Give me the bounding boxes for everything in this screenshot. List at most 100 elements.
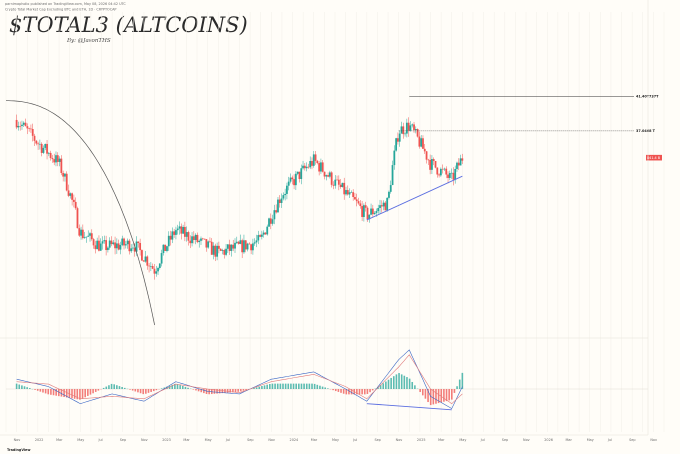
x-tick-label: Nov <box>14 438 21 442</box>
candle-body <box>273 210 276 220</box>
macd-histogram-bar <box>263 385 266 389</box>
candle-body <box>325 175 328 177</box>
candle-body <box>196 234 199 243</box>
candle-body <box>107 247 109 251</box>
candle-body <box>47 152 50 154</box>
chart-subtitle: By: @JasonTHS <box>66 37 111 44</box>
macd-histogram-bar <box>118 386 121 389</box>
candle-body <box>405 122 408 134</box>
candle-body <box>200 238 202 241</box>
candle-body <box>373 212 376 215</box>
x-tick-label: 2024 <box>290 438 299 442</box>
candle-body <box>167 235 170 247</box>
macd-histogram-bar <box>237 389 239 392</box>
current-price-tag <box>646 154 662 161</box>
macd-histogram-bar <box>456 386 458 389</box>
macd-histogram-bar <box>168 385 171 389</box>
macd-histogram-bar <box>73 389 76 399</box>
candle-body <box>398 133 401 142</box>
macd-histogram-bar <box>155 389 158 391</box>
candle-body <box>461 158 464 161</box>
candle-body <box>87 235 90 237</box>
x-tick-label: Jul <box>225 438 230 442</box>
macd-histogram-bar <box>160 388 163 389</box>
macd-histogram-bar <box>385 381 387 389</box>
candle-body <box>257 235 260 241</box>
macd-histogram-bar <box>76 389 79 400</box>
macd-histogram-bar <box>282 383 284 389</box>
candle-body <box>64 173 66 177</box>
candle-body <box>416 129 419 137</box>
macd-histogram-bar <box>229 389 232 393</box>
macd-histogram-bar <box>197 389 200 392</box>
candle-body <box>328 172 331 177</box>
candle-body <box>250 244 253 251</box>
candle-body <box>327 175 329 177</box>
candle-body <box>38 143 41 145</box>
candle-body <box>235 241 238 243</box>
macd-histogram-bar <box>23 386 26 389</box>
macd-histogram-bar <box>42 389 44 393</box>
macd-histogram-bar <box>92 389 94 394</box>
candle-body <box>112 242 115 245</box>
candle-body <box>194 234 197 241</box>
macd-histogram-bar <box>123 387 126 389</box>
macd-histogram-bar <box>47 389 50 395</box>
candle-body <box>17 125 20 128</box>
candle-body <box>35 140 38 144</box>
candle-body <box>26 126 29 129</box>
x-tick-label: Mar <box>56 438 63 442</box>
x-tick-label: Nov <box>396 438 403 442</box>
macd-histogram-bar <box>240 389 242 392</box>
macd-histogram-bar <box>195 389 197 391</box>
macd-histogram-bar <box>327 388 329 389</box>
macd-histogram-bar <box>437 389 440 404</box>
support-trendline <box>366 175 463 221</box>
candle-body <box>431 159 433 170</box>
candle-body <box>407 122 410 131</box>
candle-body <box>330 172 333 185</box>
candle-body <box>454 168 457 180</box>
candle-body <box>83 237 86 239</box>
candle-body <box>346 190 349 195</box>
candle-body <box>275 210 278 213</box>
macd-histogram-bar <box>131 389 134 391</box>
x-tick-label: Jul <box>98 438 103 442</box>
x-tick-label: Mar <box>311 438 318 442</box>
x-tick-label: Jul <box>607 438 612 442</box>
candle-body <box>121 238 124 246</box>
candle-body <box>30 128 32 130</box>
candle-body <box>409 125 412 131</box>
candle-body <box>210 241 213 255</box>
macd-histogram-bar <box>408 378 411 389</box>
macd-histogram-bar <box>369 389 371 393</box>
candle-body <box>345 190 347 195</box>
macd-histogram-bar <box>276 383 279 389</box>
candle-body <box>198 240 201 243</box>
macd-histogram-bar <box>429 389 432 406</box>
candle-body <box>307 166 310 168</box>
candle-body <box>239 240 242 244</box>
x-tick-label: Nov <box>141 438 148 442</box>
candle-body <box>126 240 129 245</box>
candle-body <box>456 162 458 169</box>
candle-body <box>58 158 61 162</box>
candle-body <box>452 172 455 180</box>
candle-body <box>67 190 70 196</box>
candle-body <box>103 240 106 242</box>
candle-body <box>368 214 371 220</box>
candle-body <box>282 195 285 199</box>
macd-histogram-bar <box>253 388 255 389</box>
candle-body <box>294 173 297 186</box>
candle-body <box>268 218 270 227</box>
candle-body <box>33 135 36 141</box>
candle-body <box>391 165 394 186</box>
candle-body <box>110 240 113 245</box>
candle-body <box>169 235 172 240</box>
macd-histogram-bar <box>166 386 168 389</box>
candle-body <box>280 198 283 203</box>
candle-body <box>90 233 93 240</box>
macd-histogram-bar <box>255 387 258 389</box>
